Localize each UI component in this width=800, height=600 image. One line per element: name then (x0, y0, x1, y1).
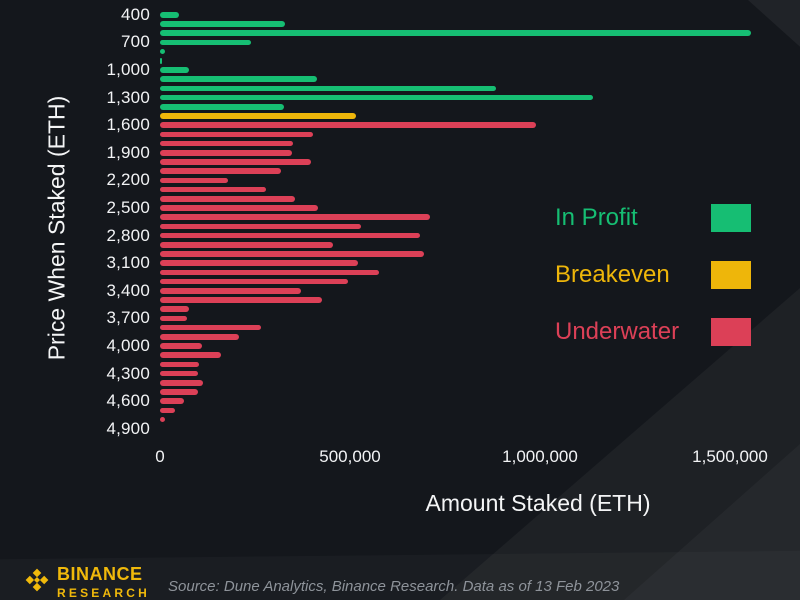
y-tick-2200: 2,200 (106, 170, 150, 190)
y-tick-4300: 4,300 (106, 363, 150, 383)
bar-1500 (160, 113, 356, 119)
bar-3000 (160, 251, 425, 257)
bar-500 (160, 21, 286, 27)
bar-1600 (160, 122, 537, 128)
bar-2500 (160, 205, 319, 211)
bar-3200 (160, 269, 379, 276)
x-tick-500000: 500,000 (319, 447, 381, 466)
bar-4400 (160, 380, 204, 386)
y-tick-1900: 1,900 (106, 142, 150, 162)
brand-footer: BINANCE RESEARCH (24, 565, 150, 600)
bar-1700 (160, 131, 314, 138)
x-tick-1000000: 1,000,000 (502, 447, 578, 466)
legend-swatch-in-profit (711, 204, 751, 232)
bar-1100 (160, 76, 317, 82)
y-tick-2500: 2,500 (106, 197, 150, 217)
y-tick-4000: 4,000 (106, 335, 150, 355)
x-tick-1500000: 1,500,000 (692, 447, 768, 466)
binance-diamond-icon (25, 568, 49, 592)
brand-name: BINANCE (57, 564, 143, 584)
legend-label-breakeven: Breakeven (555, 261, 670, 288)
legend-label-underwater: Underwater (555, 318, 680, 345)
bar-3900 (160, 334, 240, 340)
source-note: Source: Dune Analytics, Binance Research… (168, 578, 620, 595)
bar-1900 (160, 150, 292, 156)
bar-600 (160, 30, 751, 36)
legend-swatch-breakeven (711, 261, 751, 289)
bar-3600 (160, 306, 190, 312)
bar-3400 (160, 288, 301, 294)
bar-1300 (160, 94, 594, 101)
bar-4700 (160, 407, 176, 414)
bar-2200 (160, 177, 229, 184)
legend-swatch-underwater (711, 318, 751, 346)
y-tick-4900: 4,900 (106, 418, 150, 438)
bar-1200 (160, 85, 497, 92)
legend-entry-breakeven: Breakeven (555, 261, 751, 289)
bar-3500 (160, 297, 322, 303)
x-axis-title: Amount Staked (ETH) (425, 490, 651, 516)
bar-4200 (160, 361, 200, 368)
bar-3300 (160, 278, 349, 285)
y-tick-2800: 2,800 (106, 225, 150, 245)
legend-label-in-profit: In Profit (555, 204, 638, 231)
bar-4000 (160, 343, 202, 349)
legend-entry-underwater: Underwater (555, 318, 751, 346)
binance-logo: BINANCE RESEARCH (24, 565, 150, 600)
bar-2700 (160, 223, 362, 230)
legend: In Profit Breakeven Underwater (555, 204, 751, 375)
bar-2000 (160, 159, 311, 165)
y-tick-1600: 1,600 (106, 115, 150, 135)
bar-4100 (160, 352, 222, 358)
y-tick-4600: 4,600 (106, 391, 150, 411)
bar-900 (160, 58, 162, 64)
bar-1800 (160, 140, 293, 147)
bar-3800 (160, 324, 261, 331)
y-tick-3100: 3,100 (106, 253, 150, 273)
bar-4600 (160, 398, 184, 404)
plot-area (160, 12, 792, 436)
legend-entry-in-profit: In Profit (555, 204, 751, 232)
bar-700 (160, 39, 252, 46)
bar-4300 (160, 370, 199, 377)
bar-2900 (160, 242, 333, 248)
bar-2300 (160, 186, 267, 193)
y-tick-700: 700 (121, 32, 150, 52)
brand-subtitle: RESEARCH (57, 586, 150, 600)
bar-1400 (160, 104, 285, 110)
y-tick-1300: 1,300 (106, 87, 150, 107)
x-tick-0: 0 (155, 447, 165, 466)
y-tick-400: 400 (121, 4, 150, 24)
bar-2400 (160, 196, 295, 202)
bar-3700 (160, 315, 187, 322)
bar-400 (160, 12, 179, 18)
bar-2100 (160, 168, 281, 174)
bar-2800 (160, 232, 420, 239)
y-tick-1000: 1,000 (106, 59, 150, 79)
bar-4800 (160, 416, 165, 423)
bar-3100 (160, 260, 359, 266)
bar-4500 (160, 389, 198, 395)
bar-1000 (160, 67, 189, 73)
y-tick-3700: 3,700 (106, 308, 150, 328)
y-tick-3400: 3,400 (106, 280, 150, 300)
bar-2600 (160, 214, 430, 220)
bar-800 (160, 48, 166, 55)
